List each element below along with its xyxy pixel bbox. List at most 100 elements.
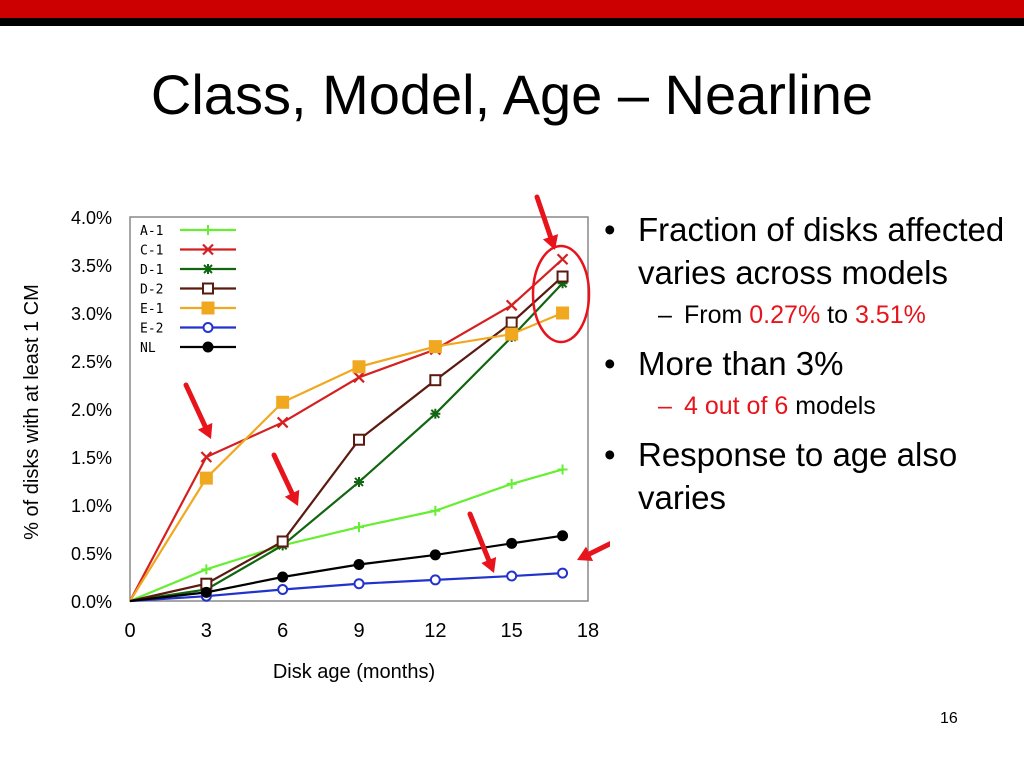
- legend-item: D-2: [140, 282, 236, 298]
- legend-item: E-2: [140, 322, 236, 337]
- dash-icon: –: [658, 392, 672, 420]
- y-axis-label: % of disks with at least 1 CM: [21, 284, 43, 540]
- data-point: [430, 408, 441, 419]
- x-tick-label: 9: [353, 620, 364, 642]
- bullet-item-response: • Response to age also varies: [598, 433, 1018, 519]
- x-tick-label: 12: [424, 620, 446, 642]
- legend: A-1 C-1 D-1 D-2 E-1 E-2 NL: [132, 219, 250, 357]
- legend-marker: [202, 243, 214, 256]
- data-point: [276, 416, 289, 429]
- highlight-circle: [531, 244, 591, 344]
- series-nl: [129, 530, 569, 603]
- x-tick-label: 18: [577, 620, 599, 642]
- min-value: 0.27%: [749, 301, 821, 329]
- bullet-item-fraction: • Fraction of disks affected varies acros…: [598, 208, 1018, 294]
- bullet-dot-icon: •: [604, 345, 616, 382]
- sub-bullet-prefix: From: [684, 301, 743, 329]
- data-point: [506, 570, 518, 582]
- data-point: [557, 464, 568, 475]
- data-point: [505, 327, 519, 341]
- data-point: [276, 395, 290, 409]
- red-arrow-icon: [183, 382, 213, 439]
- model-count: 4 out of 6: [684, 392, 789, 420]
- data-point: [557, 530, 569, 542]
- legend-marker: [201, 301, 215, 315]
- x-axis-label: Disk age (months): [273, 661, 435, 683]
- legend-marker: [202, 282, 214, 295]
- sub-bullet-connector: to: [827, 301, 848, 329]
- y-tick-label: 0.5%: [71, 544, 112, 564]
- legend-item: NL: [140, 341, 236, 356]
- data-point: [430, 505, 441, 516]
- data-point: [277, 571, 289, 583]
- legend-label: E-2: [140, 322, 163, 337]
- data-point: [429, 549, 441, 561]
- series-e-1: [129, 306, 570, 602]
- legend-item: C-1: [140, 244, 236, 259]
- x-tick-label: 6: [277, 620, 288, 642]
- data-point: [352, 360, 366, 374]
- data-point: [353, 559, 365, 571]
- data-point: [200, 451, 213, 463]
- bullet-dot-icon: •: [604, 211, 616, 248]
- data-point: [556, 306, 570, 320]
- data-point: [354, 522, 364, 533]
- legend-item: D-1: [140, 263, 236, 278]
- slide-title: Class, Model, Age – Nearline: [150, 63, 874, 126]
- data-point: [505, 316, 518, 329]
- red-arrow-icon: [534, 194, 559, 250]
- bullet-list: • Fraction of disks affected varies acros…: [598, 208, 1018, 523]
- page-number: 16: [940, 710, 958, 727]
- line-chart: 0.0% 0.5% 1.0% 1.5% 2.0% 2.5% 3.0% 3.5% 4.0% 0 3 6…: [21, 194, 610, 683]
- legend-label: A-1: [140, 224, 163, 239]
- x-tick-label: 15: [501, 620, 523, 642]
- data-point: [428, 340, 442, 354]
- data-point: [506, 537, 518, 549]
- data-point: [200, 586, 212, 598]
- legend-label: C-1: [140, 244, 163, 259]
- series-line: [129, 468, 563, 603]
- data-point: [277, 583, 289, 595]
- data-point: [353, 371, 365, 384]
- data-point: [429, 574, 441, 586]
- top-bar-accent: [0, 0, 1024, 18]
- legend-label: NL: [140, 341, 156, 356]
- legend-item: A-1: [140, 224, 236, 239]
- y-tick-labels: 0.0% 0.5% 1.0% 1.5% 2.0% 2.5% 3.0% 3.5% 4.0%: [71, 208, 112, 612]
- legend-item: E-1: [140, 301, 236, 317]
- y-tick-label: 3.0%: [71, 304, 112, 324]
- legend-marker: [203, 264, 213, 274]
- legend-label: D-1: [140, 263, 163, 278]
- top-bar: [0, 0, 1024, 26]
- data-point: [556, 253, 569, 266]
- y-tick-label: 1.0%: [71, 496, 112, 516]
- data-point: [201, 564, 212, 575]
- legend-marker: [203, 225, 213, 235]
- x-tick-label: 3: [201, 620, 212, 642]
- series-layer: [129, 253, 570, 603]
- x-tick-label: 0: [124, 620, 135, 642]
- red-arrow-icon: [467, 511, 497, 573]
- y-tick-label: 3.5%: [71, 256, 112, 276]
- bullet-text: Fraction of disks affected varies across…: [638, 211, 1005, 291]
- data-point: [505, 299, 518, 312]
- data-point: [556, 270, 569, 283]
- legend-label: E-1: [140, 302, 163, 317]
- dash-icon: –: [658, 301, 672, 329]
- legend-marker: [202, 322, 214, 333]
- y-tick-label: 4.0%: [71, 208, 112, 228]
- red-arrow-icon: [271, 452, 300, 506]
- series-a-1: [129, 464, 568, 603]
- data-point: [557, 567, 569, 579]
- sub-bullet-range: – From 0.27% to 3.51%: [598, 298, 1018, 332]
- red-arrow-icon: [577, 541, 610, 562]
- data-point: [429, 374, 442, 387]
- data-point: [199, 471, 213, 485]
- bullet-item-more-than: • More than 3%: [598, 342, 1018, 385]
- x-tick-labels: 0 3 6 9 12 15 18: [124, 620, 599, 642]
- bullet-text: Response to age also varies: [638, 436, 958, 516]
- sub-bullet-models: –4 out of 6 models: [598, 389, 1018, 423]
- data-point: [353, 433, 365, 446]
- legend-label: D-2: [140, 283, 163, 298]
- bullet-text: More than 3%: [638, 345, 844, 382]
